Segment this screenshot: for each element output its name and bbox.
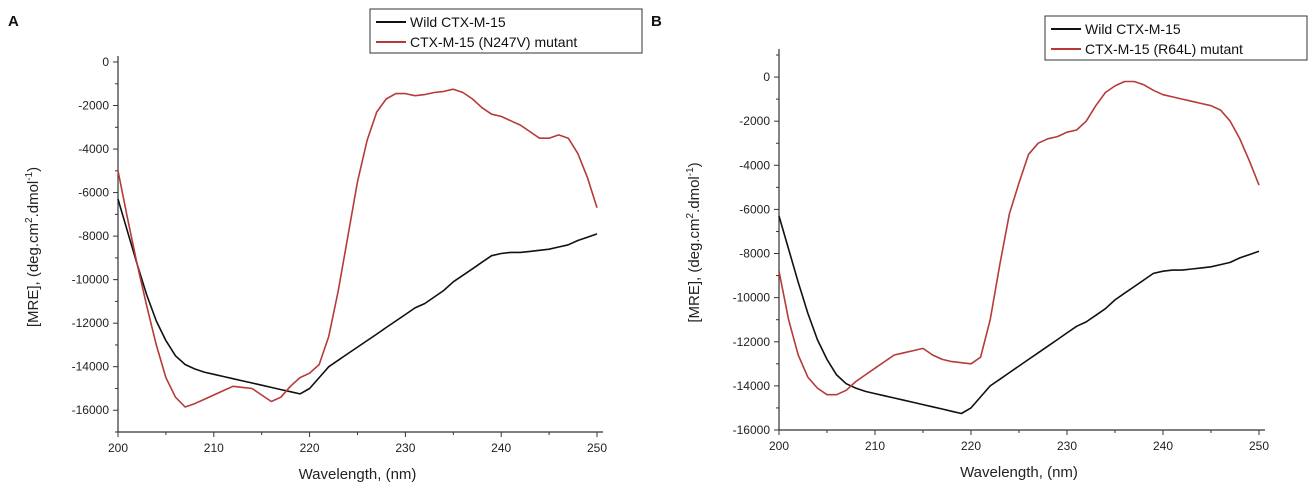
x-tick-label: 210 [204, 441, 224, 455]
y-tick-label: -6000 [78, 186, 109, 200]
panel-letter: B [651, 13, 662, 30]
x-axis-title: Wavelength, (nm) [960, 464, 1078, 481]
y-tick-label: -8000 [739, 247, 770, 261]
x-tick-label: 250 [587, 441, 607, 455]
legend: Wild CTX-M-15 CTX-M-15 (N247V) mutant [369, 8, 643, 54]
y-tick-label: -14000 [733, 379, 771, 393]
chart-panel-b: B 200 210 220 230 240 250 0 -2000 -4000 -6000 -8000… [651, 13, 1308, 481]
x-tick-label: 220 [961, 439, 981, 453]
y-tick-label: -12000 [733, 335, 771, 349]
y-tick-label: -4000 [739, 158, 770, 172]
y-tick-label: 0 [763, 70, 770, 84]
series-line-wild [117, 198, 598, 395]
x-tick-label: 200 [108, 441, 128, 455]
x-tick-label: 230 [395, 441, 415, 455]
y-tick-label: 0 [102, 55, 109, 69]
x-tick-label: 220 [300, 441, 320, 455]
y-tick-label: -12000 [72, 316, 110, 330]
series-line-mutant [117, 88, 598, 408]
y-tick-label: -16000 [72, 403, 110, 417]
x-axis-title: Wavelength, (nm) [299, 466, 417, 483]
legend-entry: CTX-M-15 (N247V) mutant [410, 34, 577, 50]
series-line-wild [778, 215, 1260, 415]
y-tick-label: -14000 [72, 360, 110, 374]
legend: Wild CTX-M-15 CTX-M-15 (R64L) mutant [1044, 15, 1308, 61]
legend-box [1044, 15, 1308, 61]
legend-entry: Wild CTX-M-15 [1085, 21, 1181, 37]
y-axis-title: [MRE], (deg.cm2.dmol-1) [24, 167, 42, 327]
x-tick-label: 240 [1153, 439, 1173, 453]
y-tick-label: -4000 [78, 142, 109, 156]
x-tick-label: 210 [865, 439, 885, 453]
chart-panel-a: A 200 210 220 230 240 250 0 -2000 -4000 -6000 -8000… [8, 8, 643, 483]
y-tick-label: -16000 [733, 423, 771, 437]
y-tick-label: -2000 [739, 114, 770, 128]
x-tick-label: 250 [1249, 439, 1269, 453]
series-line-mutant [778, 80, 1260, 396]
y-axis-title: [MRE], (deg.cm2.dmol-1) [685, 162, 703, 322]
y-tick-label: -2000 [78, 99, 109, 113]
y-tick-label: -10000 [72, 273, 110, 287]
legend-box [369, 8, 643, 54]
x-tick-label: 200 [769, 439, 789, 453]
legend-entry: Wild CTX-M-15 [410, 14, 506, 30]
y-tick-label: -6000 [739, 202, 770, 216]
panel-letter: A [8, 13, 19, 30]
y-tick-label: -8000 [78, 229, 109, 243]
x-tick-label: 240 [491, 441, 511, 455]
legend-entry: CTX-M-15 (R64L) mutant [1085, 41, 1243, 57]
x-tick-label: 230 [1057, 439, 1077, 453]
y-tick-label: -10000 [733, 291, 771, 305]
